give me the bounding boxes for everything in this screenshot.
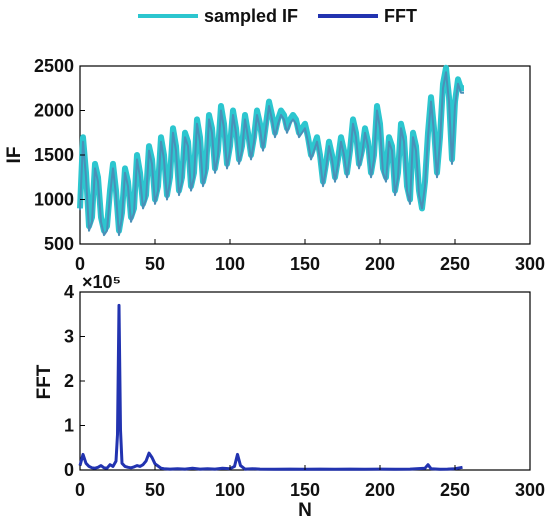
bottom-x-axis-label: N	[298, 500, 312, 521]
bottom-x-tick-label: 100	[215, 480, 245, 500]
top-x-tick-label: 0	[75, 254, 85, 274]
bottom-x-tick-label: 0	[75, 480, 85, 500]
top-x-tick-label: 300	[515, 254, 545, 274]
bottom-exponent-label: ×10⁵	[82, 272, 121, 292]
top-axis-ticks: 0 50 100 150 200 250 300 500 1000 1500 2000 2500	[34, 56, 545, 274]
top-y-tick-label: 1500	[34, 145, 74, 165]
bottom-x-tick-label: 300	[515, 480, 545, 500]
bottom-x-tick-label: 50	[145, 480, 165, 500]
top-y-tick-label: 500	[44, 234, 74, 254]
bottom-x-tick-label: 200	[365, 480, 395, 500]
top-chart: 0 50 100 150 200 250 300 500 1000 1500 2000 2500 IF	[4, 56, 545, 274]
bottom-series	[78, 303, 463, 471]
top-y-tick-label: 2500	[34, 56, 74, 76]
top-x-tick-label: 50	[145, 254, 165, 274]
bottom-series-line-1	[78, 303, 463, 471]
top-y-axis-label: IF	[4, 147, 25, 164]
top-x-tick-label: 100	[215, 254, 245, 274]
legend-label-sampled-if: sampled IF	[204, 6, 298, 26]
top-x-tick-label: 200	[365, 254, 395, 274]
bottom-x-tick-label: 250	[440, 480, 470, 500]
top-series-line-2	[79, 71, 464, 237]
bottom-x-tick-label: 150	[290, 480, 320, 500]
top-series	[77, 64, 464, 237]
top-y-tick-label: 2000	[34, 101, 74, 121]
legend: sampled IF FFT	[138, 6, 417, 26]
top-series-line-1	[77, 64, 464, 234]
bottom-chart: 0 50 100 150 200 250 300 0 1 2 3 4 FFT N ×10⁵	[34, 272, 545, 521]
bottom-y-tick-label: 0	[64, 460, 74, 480]
bottom-plot-frame	[79, 291, 531, 471]
bottom-y-tick-label: 4	[64, 282, 74, 302]
bottom-y-tick-label: 3	[64, 327, 74, 347]
bottom-axis-ticks: 0 50 100 150 200 250 300 0 1 2 3 4	[64, 282, 545, 500]
top-x-tick-label: 150	[290, 254, 320, 274]
top-y-tick-label: 1000	[34, 190, 74, 210]
bottom-y-axis-label: FFT	[34, 364, 55, 399]
legend-label-fft: FFT	[384, 6, 417, 26]
top-x-tick-label: 250	[440, 254, 470, 274]
bottom-y-tick-label: 1	[64, 416, 74, 436]
bottom-y-tick-label: 2	[64, 371, 74, 391]
